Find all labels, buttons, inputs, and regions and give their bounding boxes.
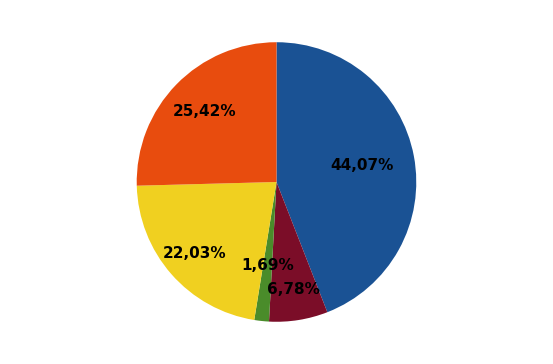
- Wedge shape: [254, 182, 276, 321]
- Wedge shape: [276, 42, 416, 312]
- Wedge shape: [137, 182, 276, 320]
- Text: 6,78%: 6,78%: [267, 282, 320, 297]
- Text: 25,42%: 25,42%: [173, 104, 236, 119]
- Wedge shape: [137, 42, 276, 186]
- Wedge shape: [269, 182, 327, 322]
- Text: 1,69%: 1,69%: [241, 258, 294, 273]
- Text: 22,03%: 22,03%: [163, 246, 226, 261]
- Text: 44,07%: 44,07%: [330, 158, 393, 174]
